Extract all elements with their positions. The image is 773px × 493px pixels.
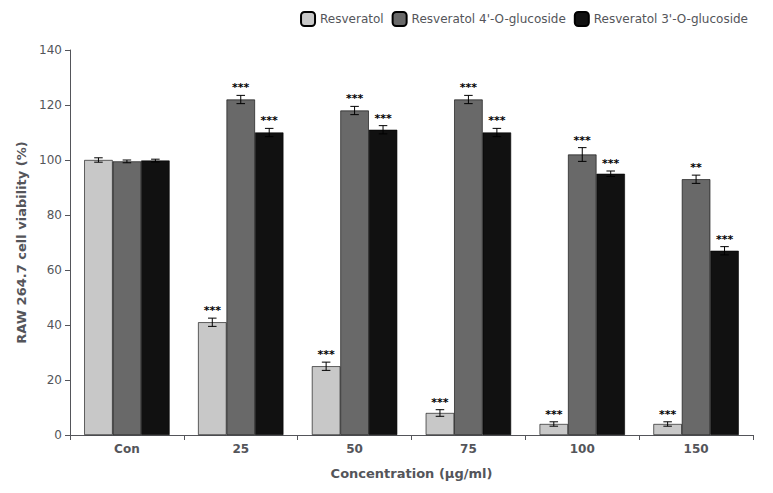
svg-text:***: *** [204,304,222,317]
svg-text:20: 20 [47,373,62,387]
svg-text:120: 120 [39,98,62,112]
svg-text:***: *** [602,157,620,170]
svg-text:***: *** [716,233,734,246]
svg-text:**: ** [690,161,702,174]
svg-text:Concentration (μg/ml): Concentration (μg/ml) [331,466,493,481]
svg-text:***: *** [659,408,677,421]
svg-text:Resveratol 3'-O-glucoside: Resveratol 3'-O-glucoside [594,12,748,26]
svg-text:***: *** [574,134,592,147]
svg-text:***: *** [488,114,506,127]
svg-text:***: *** [374,112,392,125]
svg-text:60: 60 [47,263,62,277]
svg-text:***: *** [346,92,364,105]
svg-text:***: *** [431,396,449,409]
svg-text:***: *** [545,408,563,421]
svg-text:50: 50 [346,442,363,456]
svg-text:100: 100 [570,442,595,456]
svg-text:***: *** [261,114,279,127]
svg-text:140: 140 [39,43,62,57]
svg-text:0: 0 [54,428,62,442]
svg-text:100: 100 [39,153,62,167]
svg-text:Con: Con [114,442,140,456]
svg-text:Resveratol 4'-O-glucoside: Resveratol 4'-O-glucoside [412,12,566,26]
svg-text:***: *** [317,348,335,361]
svg-text:75: 75 [460,442,477,456]
svg-text:150: 150 [684,442,709,456]
svg-text:Resveratol: Resveratol [320,12,384,26]
svg-text:25: 25 [232,442,249,456]
svg-text:40: 40 [47,318,62,332]
svg-text:***: *** [460,81,478,94]
svg-text:80: 80 [47,208,62,222]
svg-text:RAW 264.7 cell viability (%): RAW 264.7 cell viability (%) [14,141,29,343]
svg-text:***: *** [232,81,250,94]
